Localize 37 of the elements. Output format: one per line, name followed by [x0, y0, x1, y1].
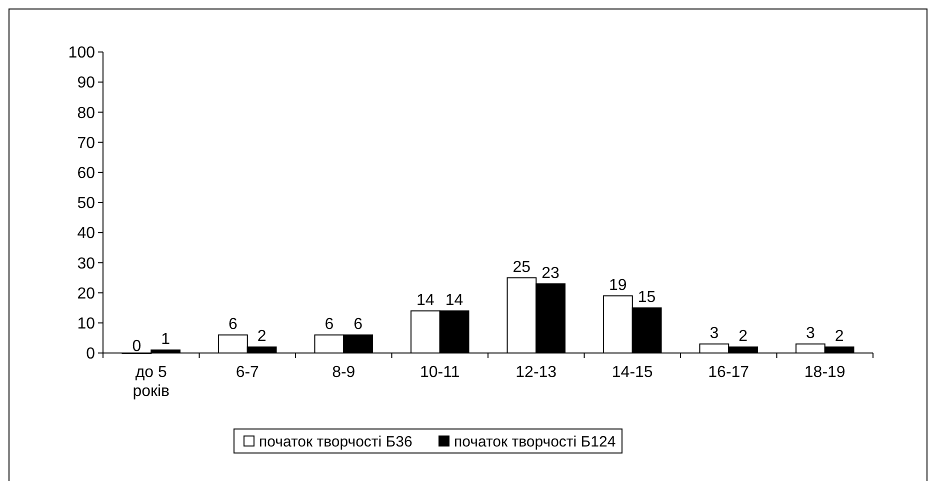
- x-tick-label: 12-13: [516, 364, 557, 381]
- x-tick-label: 6-7: [236, 364, 260, 381]
- data-label: 3: [806, 324, 815, 342]
- y-tick-label: 70: [77, 134, 96, 152]
- data-label: 14: [445, 292, 464, 309]
- x-tick-label: 8-9: [332, 364, 356, 381]
- data-label: 19: [609, 276, 627, 294]
- y-tick-label: 90: [77, 74, 96, 92]
- data-label: 23: [542, 264, 560, 282]
- x-tick-label: до 5 років: [132, 364, 170, 400]
- y-tick-label: 50: [77, 195, 96, 212]
- legend-label: початок творчості Б36: [259, 433, 412, 450]
- data-label: 2: [257, 328, 266, 345]
- x-tick-label: 16-17: [708, 364, 750, 381]
- x-tick-label: 18-19: [804, 364, 846, 381]
- data-label: 3: [710, 324, 719, 342]
- x-tick-label: 14-15: [612, 364, 653, 381]
- data-label: 6: [354, 316, 363, 333]
- y-tick-label: 20: [77, 285, 96, 302]
- data-label: 2: [834, 328, 844, 345]
- data-label: 25: [512, 258, 531, 276]
- y-tick-label: 80: [77, 104, 96, 122]
- data-label: 15: [638, 288, 656, 306]
- legend-label: початок творчості Б124: [454, 433, 616, 450]
- y-tick-label: 40: [77, 225, 96, 242]
- data-label: 0: [132, 338, 142, 355]
- y-tick-label: 60: [77, 165, 96, 182]
- x-tick-label: 10-11: [420, 364, 460, 381]
- data-label: 1: [161, 330, 170, 348]
- data-label: 6: [324, 316, 334, 333]
- y-tick-label: 0: [86, 346, 96, 363]
- y-tick-label: 30: [77, 255, 96, 272]
- data-label: 2: [738, 328, 748, 345]
- y-tick-label: 100: [68, 44, 96, 62]
- data-label: 14: [416, 292, 434, 309]
- y-tick-label: 10: [77, 316, 96, 332]
- data-label: 6: [228, 316, 238, 333]
